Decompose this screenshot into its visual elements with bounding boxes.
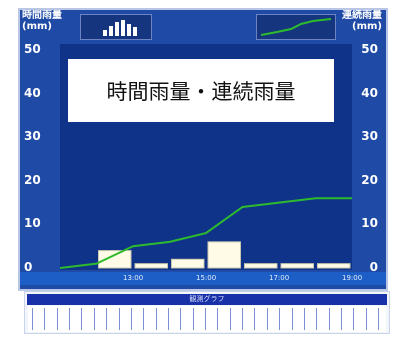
navigator-tick <box>279 308 281 330</box>
hourly-rainfall-bar <box>280 263 314 269</box>
chart-title-box: 時間雨量・連続雨量 <box>68 59 334 122</box>
navigator-tick <box>266 308 268 330</box>
navigator-tick <box>353 308 355 330</box>
left-axis-header: 時間雨量 (mm) <box>22 10 62 40</box>
right-y-tick-label: 50 <box>361 42 378 56</box>
right-unit-label: (mm) <box>352 21 382 32</box>
left-y-tick-label: 30 <box>24 129 41 144</box>
timeline-navigator[interactable]: 観測グラフ <box>24 291 390 334</box>
navigator-tick <box>303 308 305 330</box>
rainfall-chart-panel: 時間雨量 (mm) 連続雨量 (mm) 0 10 20 30 40 50 0 10 20 30 4… <box>18 8 388 291</box>
navigator-tick <box>118 308 120 330</box>
right-y-tick-label: 0 <box>369 260 378 274</box>
left-y-tick-label: 20 <box>24 172 41 187</box>
navigator-tick <box>192 308 194 330</box>
navigator-tick <box>316 308 318 330</box>
navigator-header: 観測グラフ <box>27 294 387 305</box>
navigator-tick <box>93 308 95 330</box>
navigator-tick <box>180 308 182 330</box>
navigator-tick <box>378 308 379 330</box>
navigator-tick <box>167 308 169 330</box>
bar-legend-icon <box>103 20 137 36</box>
navigator-tick <box>44 308 46 330</box>
navigator-tick <box>143 308 145 330</box>
left-y-tick-label: 50 <box>24 42 41 56</box>
navigator-tick <box>229 308 231 330</box>
rainfall-chart <box>59 197 352 269</box>
left-y-tick-label: 10 <box>24 216 41 231</box>
right-y-tick-label: 10 <box>361 216 378 231</box>
cumulative-rainfall-title: 連続雨量 <box>342 10 382 21</box>
navigator-tick <box>155 308 157 330</box>
left-y-tick-label: 0 <box>24 260 33 274</box>
hourly-rainfall-bar <box>244 263 278 269</box>
navigator-tick <box>205 308 206 330</box>
navigator-tick <box>32 308 33 330</box>
hourly-rainfall-bar <box>134 263 168 269</box>
left-y-tick-label: 40 <box>24 85 41 100</box>
navigator-tick <box>106 308 108 330</box>
left-unit-label: (mm) <box>22 21 52 32</box>
x-axis: 13:00 15:00 17:00 19:00 <box>20 272 386 285</box>
x-tick-label: 15:00 <box>196 274 217 282</box>
navigator-tick <box>254 308 256 330</box>
x-tick-label: 13:00 <box>123 274 144 282</box>
navigator-tick <box>81 308 83 330</box>
x-tick-label: 19:00 <box>342 274 363 282</box>
navigator-tick <box>242 308 244 330</box>
navigator-tick <box>56 308 58 330</box>
navigator-track[interactable] <box>28 306 386 332</box>
hourly-rainfall-title: 時間雨量 <box>22 10 62 21</box>
right-y-tick-label: 40 <box>361 85 378 100</box>
navigator-tick <box>69 308 71 330</box>
hourly-rainfall-bar <box>207 241 241 269</box>
right-y-tick-label: 20 <box>361 172 378 187</box>
navigator-tick <box>365 308 367 330</box>
hourly-rainfall-bar <box>317 263 351 269</box>
navigator-tick <box>340 308 342 330</box>
hourly-rainfall-bar <box>98 250 132 269</box>
right-y-tick-label: 30 <box>361 129 378 144</box>
cumulative-rainfall-line <box>59 197 352 269</box>
bar-legend-swatch <box>80 14 152 40</box>
chart-title: 時間雨量・連続雨量 <box>106 79 296 104</box>
navigator-tick <box>291 308 293 330</box>
line-legend-swatch <box>256 14 336 40</box>
line-legend-icon <box>260 18 332 36</box>
navigator-tick <box>217 308 219 330</box>
hourly-rainfall-bar <box>171 258 205 269</box>
right-axis-header: 連続雨量 (mm) <box>342 10 382 40</box>
navigator-tick <box>130 308 132 330</box>
x-tick-label: 17:00 <box>269 274 290 282</box>
navigator-tick <box>328 308 330 330</box>
